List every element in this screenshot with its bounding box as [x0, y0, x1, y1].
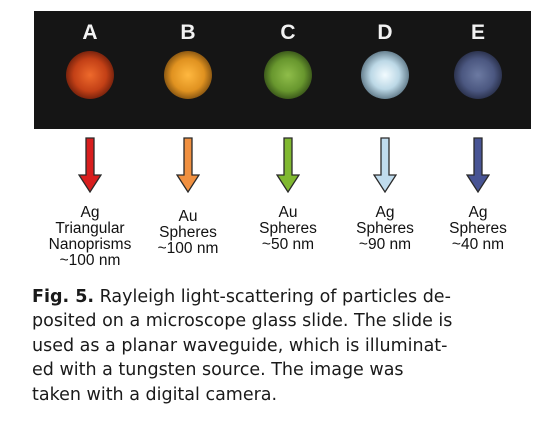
scattering-spot-a: [66, 51, 114, 99]
sample-label-line: Spheres: [356, 220, 414, 237]
caption-text: Rayleigh light-scattering of particles d…: [94, 287, 451, 307]
arrow-down-icon-d: [373, 137, 397, 193]
sample-label-line: Triangular: [55, 220, 125, 237]
sample-label-line: Ag: [375, 204, 395, 221]
scattering-photo: A B C D E: [34, 11, 531, 129]
sample-label-d: Ag Spheres ~90 nm: [315, 205, 455, 253]
arrow-down-icon-c: [276, 137, 300, 193]
arrow-down-icon-b: [176, 137, 200, 193]
caption-line: posited on a microscope glass slide. The…: [32, 311, 453, 332]
arrow-shape-c: [276, 137, 300, 193]
panel-letter-c: C: [280, 21, 296, 44]
caption-line: taken with a digital camera.: [32, 384, 278, 405]
scattering-spot-b: [164, 51, 212, 99]
sample-label-line: Spheres: [159, 224, 217, 241]
caption-line: used as a planar waveguide, which is ill…: [32, 335, 448, 356]
caption-label: Fig. 5.: [32, 287, 95, 307]
sample-label-a: Ag Triangular Nanoprisms ~100 nm: [20, 205, 160, 269]
sample-label-line: Ag: [468, 204, 488, 221]
sample-label-line: ~100 nm: [157, 240, 219, 257]
arrow-shape-d: [373, 137, 397, 193]
arrow-shape-b: [176, 137, 200, 193]
caption-line: ed with a tungsten source. The image was: [32, 360, 404, 381]
panel-letter-e: E: [470, 21, 485, 44]
sample-label-line: Au: [278, 204, 298, 221]
sample-label-line: Spheres: [259, 220, 317, 237]
panel-letter-a: A: [82, 21, 98, 44]
sample-label-line: ~90 nm: [358, 236, 412, 253]
sample-label-c: Au Spheres ~50 nm: [218, 205, 358, 253]
caption-line: Fig. 5. Rayleigh light-scattering of par…: [32, 285, 534, 309]
sample-label-line: Au: [178, 208, 198, 225]
sample-label-b: Au Spheres ~100 nm: [118, 209, 258, 257]
panel-letter-d: D: [377, 21, 393, 44]
scattering-spot-c: [264, 51, 312, 99]
arrow-shape-a: [78, 137, 102, 193]
scattering-spot-e: [454, 51, 502, 99]
sample-label-line: ~100 nm: [59, 252, 121, 269]
sample-label-e: Ag Spheres ~40 nm: [408, 205, 548, 253]
arrow-down-icon-e: [466, 137, 490, 193]
sample-label-line: Nanoprisms: [48, 236, 132, 253]
sample-label-line: ~40 nm: [451, 236, 505, 253]
arrow-shape-e: [466, 137, 490, 193]
panel-letter-b: B: [180, 21, 196, 44]
sample-label-line: Spheres: [449, 220, 507, 237]
arrow-down-icon-a: [78, 137, 102, 193]
figure-caption: Fig. 5. Rayleigh light-scattering of par…: [32, 285, 534, 407]
sample-label-line: ~50 nm: [261, 236, 315, 253]
scattering-spot-d: [361, 51, 409, 99]
sample-label-line: Ag: [80, 204, 100, 221]
